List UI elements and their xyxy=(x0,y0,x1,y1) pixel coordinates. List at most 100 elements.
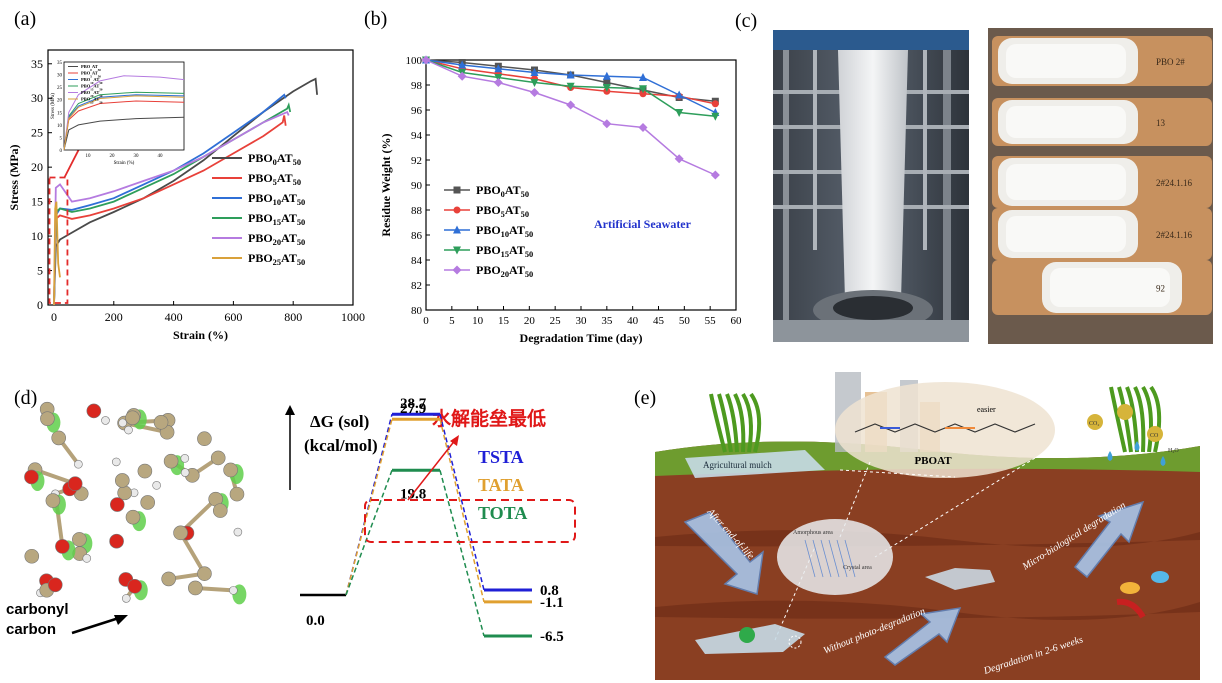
x-tick-label: 400 xyxy=(165,310,183,324)
atom xyxy=(124,425,133,435)
data-point xyxy=(638,123,648,132)
inset-y-tick-label: 15 xyxy=(57,111,63,116)
y-tick-label: 10 xyxy=(31,229,43,243)
pathway-name: TATA xyxy=(478,475,524,495)
ts-energy-label: 27.9 xyxy=(400,401,426,417)
data-point xyxy=(603,79,611,86)
film-rolls-photo: PBO 2# 13 2#24.1.16 2#24.1.16 92 xyxy=(988,28,1213,344)
x-tick-label: 25 xyxy=(550,315,562,327)
inset-legend-label: PBO0AT50 xyxy=(81,64,101,72)
annotation-arrow xyxy=(407,438,457,501)
y-tick-label: 30 xyxy=(31,91,43,105)
path-to-product xyxy=(439,470,485,637)
roll-note: 92 xyxy=(1156,284,1165,294)
inset-y-tick-label: 35 xyxy=(57,61,63,66)
atom xyxy=(111,457,121,467)
photo-degradation-arrow xyxy=(883,607,962,666)
callout-circle xyxy=(788,635,802,649)
data-point xyxy=(457,71,467,81)
grass-blade xyxy=(1149,385,1162,453)
legend-marker xyxy=(452,265,462,275)
grass-blade xyxy=(709,393,727,453)
start-level-label: 0.0 xyxy=(306,613,325,629)
micro-degradation-arrow xyxy=(1073,500,1145,579)
path-to-ts xyxy=(345,414,393,596)
data-point xyxy=(602,71,611,80)
legend-label: PBO20AT50 xyxy=(476,263,533,279)
microbe xyxy=(1116,598,1146,619)
atom xyxy=(180,468,190,477)
atom xyxy=(210,450,226,466)
inset-legend-label: PBO15AT50 xyxy=(81,84,103,92)
legend-label: PBO5AT50 xyxy=(476,203,529,219)
grass-blade xyxy=(1109,386,1127,453)
atom xyxy=(140,495,155,510)
water-drop xyxy=(1160,456,1166,466)
plot-frame xyxy=(47,49,354,306)
atom xyxy=(67,476,83,492)
legend-label: PBO15AT50 xyxy=(248,211,305,227)
panel-d-label: (d) xyxy=(14,387,38,409)
y-tick-label: 15 xyxy=(31,195,43,209)
data-point xyxy=(566,82,575,91)
callout-line xyxy=(839,469,956,478)
film-fragments xyxy=(925,568,995,590)
film-roll-highlight xyxy=(1006,106,1126,138)
energy-axis-label: ΔG (sol) xyxy=(310,412,369,431)
y-tick-label: 80 xyxy=(411,305,423,317)
legend-label: PBO0AT50 xyxy=(476,183,529,199)
atom xyxy=(72,532,87,547)
atom xyxy=(109,533,124,549)
data-point xyxy=(566,100,576,110)
legend-marker xyxy=(453,225,461,234)
grass-blade xyxy=(733,393,746,453)
y-tick-label: 92 xyxy=(411,155,422,167)
seawater-annotation: Artificial Seawater xyxy=(594,217,692,231)
y-tick-label: 82 xyxy=(411,280,422,292)
film-blowing-photo xyxy=(773,30,969,342)
data-point xyxy=(602,84,611,92)
atom xyxy=(121,594,131,603)
atom xyxy=(188,580,203,596)
inset-x-tick-label: 20 xyxy=(110,154,116,159)
y-tick-label: 94 xyxy=(411,130,423,142)
series-line-PBO5AT50 xyxy=(425,59,716,105)
h2o-label: H₂O xyxy=(1168,448,1179,454)
path-to-product xyxy=(439,414,485,591)
y-tick-label: 5 xyxy=(37,264,43,278)
polymer-bubble xyxy=(835,382,1055,478)
atom xyxy=(152,481,161,490)
inset-legend-label: PBO10AT50 xyxy=(81,77,103,85)
series-line-PBO25AT50 xyxy=(53,201,61,306)
x-tick-label: 200 xyxy=(105,310,123,324)
legend-label: PBO5AT50 xyxy=(248,171,301,187)
x-tick-label: 800 xyxy=(284,310,302,324)
product-energy-label: -6.5 xyxy=(540,629,564,645)
water-drop xyxy=(1107,451,1113,461)
crystal-lattice xyxy=(844,539,856,578)
y-tick-label: 20 xyxy=(31,160,43,174)
y-tick-label: 98 xyxy=(411,80,423,92)
molecular-structure xyxy=(24,401,247,635)
data-point xyxy=(710,170,720,180)
roll-note: PBO 2# xyxy=(1156,57,1185,67)
atom xyxy=(197,431,212,447)
carbonyl-arrow xyxy=(71,615,123,635)
crystal-lattice xyxy=(820,539,832,578)
data-point xyxy=(530,68,539,76)
legend-marker xyxy=(453,186,461,194)
data-point xyxy=(493,78,503,87)
lowest-barrier-box xyxy=(364,499,576,543)
crystal-lattice xyxy=(828,539,840,578)
film-roll-highlight xyxy=(1006,164,1126,200)
y-axis-label: Stress (MPa) xyxy=(7,144,21,210)
y-axis-label: Residue Weight (%) xyxy=(379,133,393,236)
co2-bubble xyxy=(1147,426,1163,442)
inset-series-line xyxy=(63,95,185,151)
inset-x-tick-label: 30 xyxy=(134,154,140,159)
panel-e-label: (e) xyxy=(634,387,657,409)
legend-label: PBO0AT50 xyxy=(248,151,301,167)
x-tick-label: 10 xyxy=(472,315,484,327)
y-tick-label: 88 xyxy=(411,205,423,217)
